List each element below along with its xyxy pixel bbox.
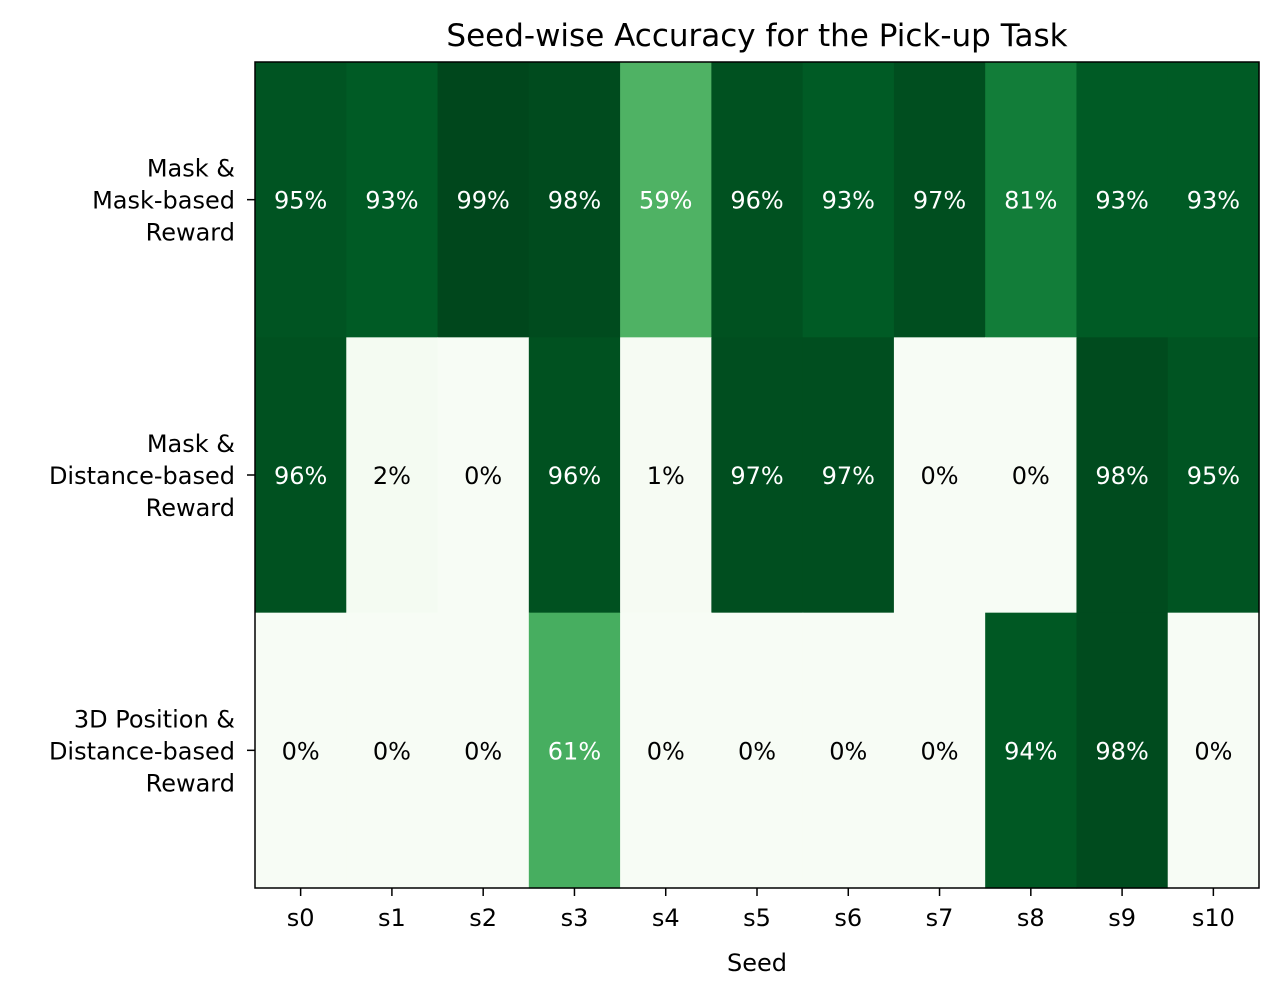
y-tick-label: Mask & Mask-based Reward <box>92 155 235 247</box>
cell-value-label: 61% <box>548 737 601 765</box>
cell-value-label: 93% <box>1095 187 1148 215</box>
y-tick-label: 3D Position & Distance-based Reward <box>49 705 235 797</box>
heatmap-cell <box>437 612 530 889</box>
cell-value-label: 0% <box>464 737 502 765</box>
x-tick-label: s0 <box>287 904 315 932</box>
cell-value-label: 93% <box>822 187 875 215</box>
cell-value-label: 97% <box>822 462 875 490</box>
heatmap-cell <box>346 612 439 889</box>
heatmap-cell <box>255 612 347 889</box>
x-tick-label: s6 <box>834 904 862 932</box>
x-tick-label: s7 <box>926 904 954 932</box>
x-tick-label: s2 <box>469 904 497 932</box>
heatmap-cell <box>437 337 530 614</box>
y-tick-label: Mask & Distance-based Reward <box>49 430 235 522</box>
x-axis-label: Seed <box>727 949 787 977</box>
cell-value-label: 2% <box>373 462 411 490</box>
cell-value-label: 0% <box>921 737 959 765</box>
x-tick-label: s4 <box>652 904 680 932</box>
heatmap-cell <box>1167 62 1260 338</box>
cell-value-label: 96% <box>730 187 783 215</box>
cell-value-label: 0% <box>1012 462 1050 490</box>
cell-value-label: 59% <box>639 187 692 215</box>
heatmap-cell <box>437 62 530 338</box>
heatmap-cell <box>1167 612 1260 889</box>
cell-value-label: 0% <box>921 462 959 490</box>
heatmap-cell <box>528 612 621 889</box>
heatmap-cell <box>711 612 804 889</box>
cell-value-label: 0% <box>282 737 320 765</box>
heatmap-cell <box>893 337 986 614</box>
cell-value-label: 97% <box>913 187 966 215</box>
heatmap-cell <box>1076 337 1169 614</box>
cell-value-label: 95% <box>274 187 327 215</box>
y-axis: Mask & Mask-based Reward Mask & Distance-bas… <box>49 155 255 797</box>
heatmap-cell <box>255 62 347 338</box>
cell-value-label: 0% <box>1194 737 1232 765</box>
x-tick-label: s8 <box>1017 904 1045 932</box>
heatmap-cell <box>985 337 1078 614</box>
heatmap-cell <box>255 337 347 614</box>
cell-value-label: 98% <box>548 187 601 215</box>
heatmap-cell <box>802 337 895 614</box>
heatmap-cell <box>620 612 712 889</box>
heatmap-cell <box>802 612 895 889</box>
cell-value-label: 0% <box>647 737 685 765</box>
cell-value-label: 97% <box>730 462 783 490</box>
heatmap-cell <box>528 62 621 338</box>
heatmap-cell <box>620 62 712 338</box>
heatmap-cell <box>1167 337 1260 614</box>
cell-value-label: 96% <box>274 462 327 490</box>
cell-value-label: 1% <box>647 462 685 490</box>
heatmap-cell <box>528 337 621 614</box>
cell-value-label: 94% <box>1004 737 1057 765</box>
x-tick-label: s5 <box>743 904 771 932</box>
heatmap-cell <box>711 337 804 614</box>
cell-value-label: 0% <box>464 462 502 490</box>
cell-value-label: 81% <box>1004 187 1057 215</box>
x-tick-label: s10 <box>1192 904 1235 932</box>
heatmap-cell <box>620 337 712 614</box>
cell-value-label: 0% <box>738 737 776 765</box>
heatmap-cell <box>711 62 804 338</box>
cell-value-label: 0% <box>829 737 867 765</box>
cell-value-label: 95% <box>1187 462 1240 490</box>
cell-value-label: 98% <box>1095 462 1148 490</box>
chart-title: Seed-wise Accuracy for the Pick-up Task <box>446 18 1067 54</box>
heatmap-cell <box>985 62 1078 338</box>
cell-value-label: 0% <box>373 737 411 765</box>
x-axis: s0 s1 s2 s3 s4 s5 s6 s7 s8 s9 s10 <box>287 888 1235 932</box>
heatmap-cell <box>893 62 986 338</box>
x-tick-label: s3 <box>561 904 589 932</box>
heatmap-cell <box>346 337 439 614</box>
cell-value-label: 99% <box>457 187 510 215</box>
cell-value-label: 93% <box>1187 187 1240 215</box>
cell-value-label: 96% <box>548 462 601 490</box>
heatmap-cell <box>1076 62 1169 338</box>
heatmap-cells: 95% 93% 99% 98% 59% 96% 93% 97% 81% 93% 93% 96% 2% 0%… <box>255 62 1260 889</box>
cell-value-label: 93% <box>365 187 418 215</box>
heatmap-cell <box>346 62 439 338</box>
x-tick-label: s1 <box>378 904 406 932</box>
heatmap-cell <box>802 62 895 338</box>
heatmap-cell <box>893 612 986 889</box>
heatmap-cell <box>985 612 1078 889</box>
cell-value-label: 98% <box>1095 737 1148 765</box>
x-tick-label: s9 <box>1108 904 1136 932</box>
heatmap-cell <box>1076 612 1169 889</box>
